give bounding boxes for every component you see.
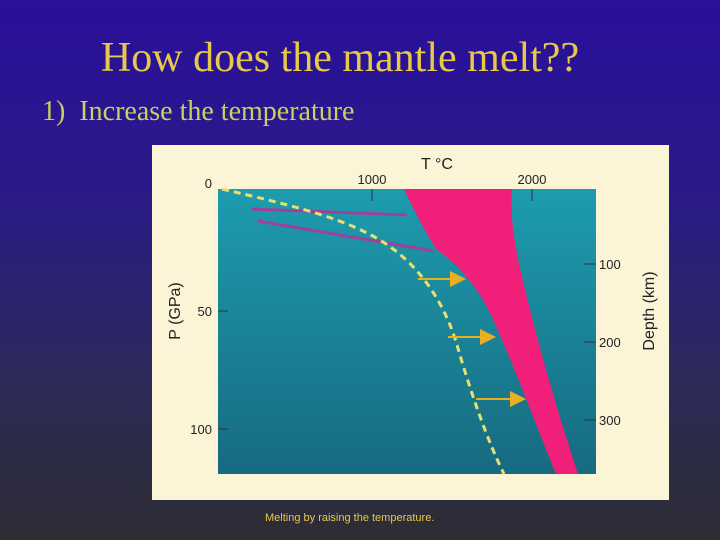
right-tick-label-100: 100 bbox=[599, 257, 621, 272]
geotherm-dashed bbox=[221, 187, 506, 475]
left-axis-label: P (GPa) bbox=[167, 282, 184, 340]
top-axis-label: T °C bbox=[421, 156, 453, 173]
melting-figure: 1000 2000 T °C 0 50 100 P (GPa) 100 200 … bbox=[152, 145, 669, 500]
left-tick-label-50: 50 bbox=[198, 304, 212, 319]
figure-caption: Melting by raising the temperature. bbox=[265, 512, 435, 524]
slide-title: How does the mantle melt?? bbox=[100, 35, 580, 81]
right-tick-label-200: 200 bbox=[599, 335, 621, 350]
melt-region bbox=[404, 189, 578, 474]
left-tick-label-100: 100 bbox=[190, 422, 212, 437]
right-tick-label-300: 300 bbox=[599, 413, 621, 428]
top-tick-label-2000: 2000 bbox=[518, 172, 547, 187]
solidus-line-lower bbox=[257, 219, 435, 253]
solidus-line-upper bbox=[251, 207, 408, 217]
bullet-number: 1) bbox=[42, 96, 66, 127]
top-tick-label-1000: 1000 bbox=[358, 172, 387, 187]
bullet-text: Increase the temperature bbox=[79, 96, 355, 127]
right-axis-label: Depth (km) bbox=[641, 271, 658, 350]
melting-diagram: 1000 2000 T °C 0 50 100 P (GPa) 100 200 … bbox=[167, 156, 658, 475]
bullet-item: 1) Increase the temperature bbox=[42, 96, 355, 128]
left-tick-label-0: 0 bbox=[205, 176, 212, 191]
